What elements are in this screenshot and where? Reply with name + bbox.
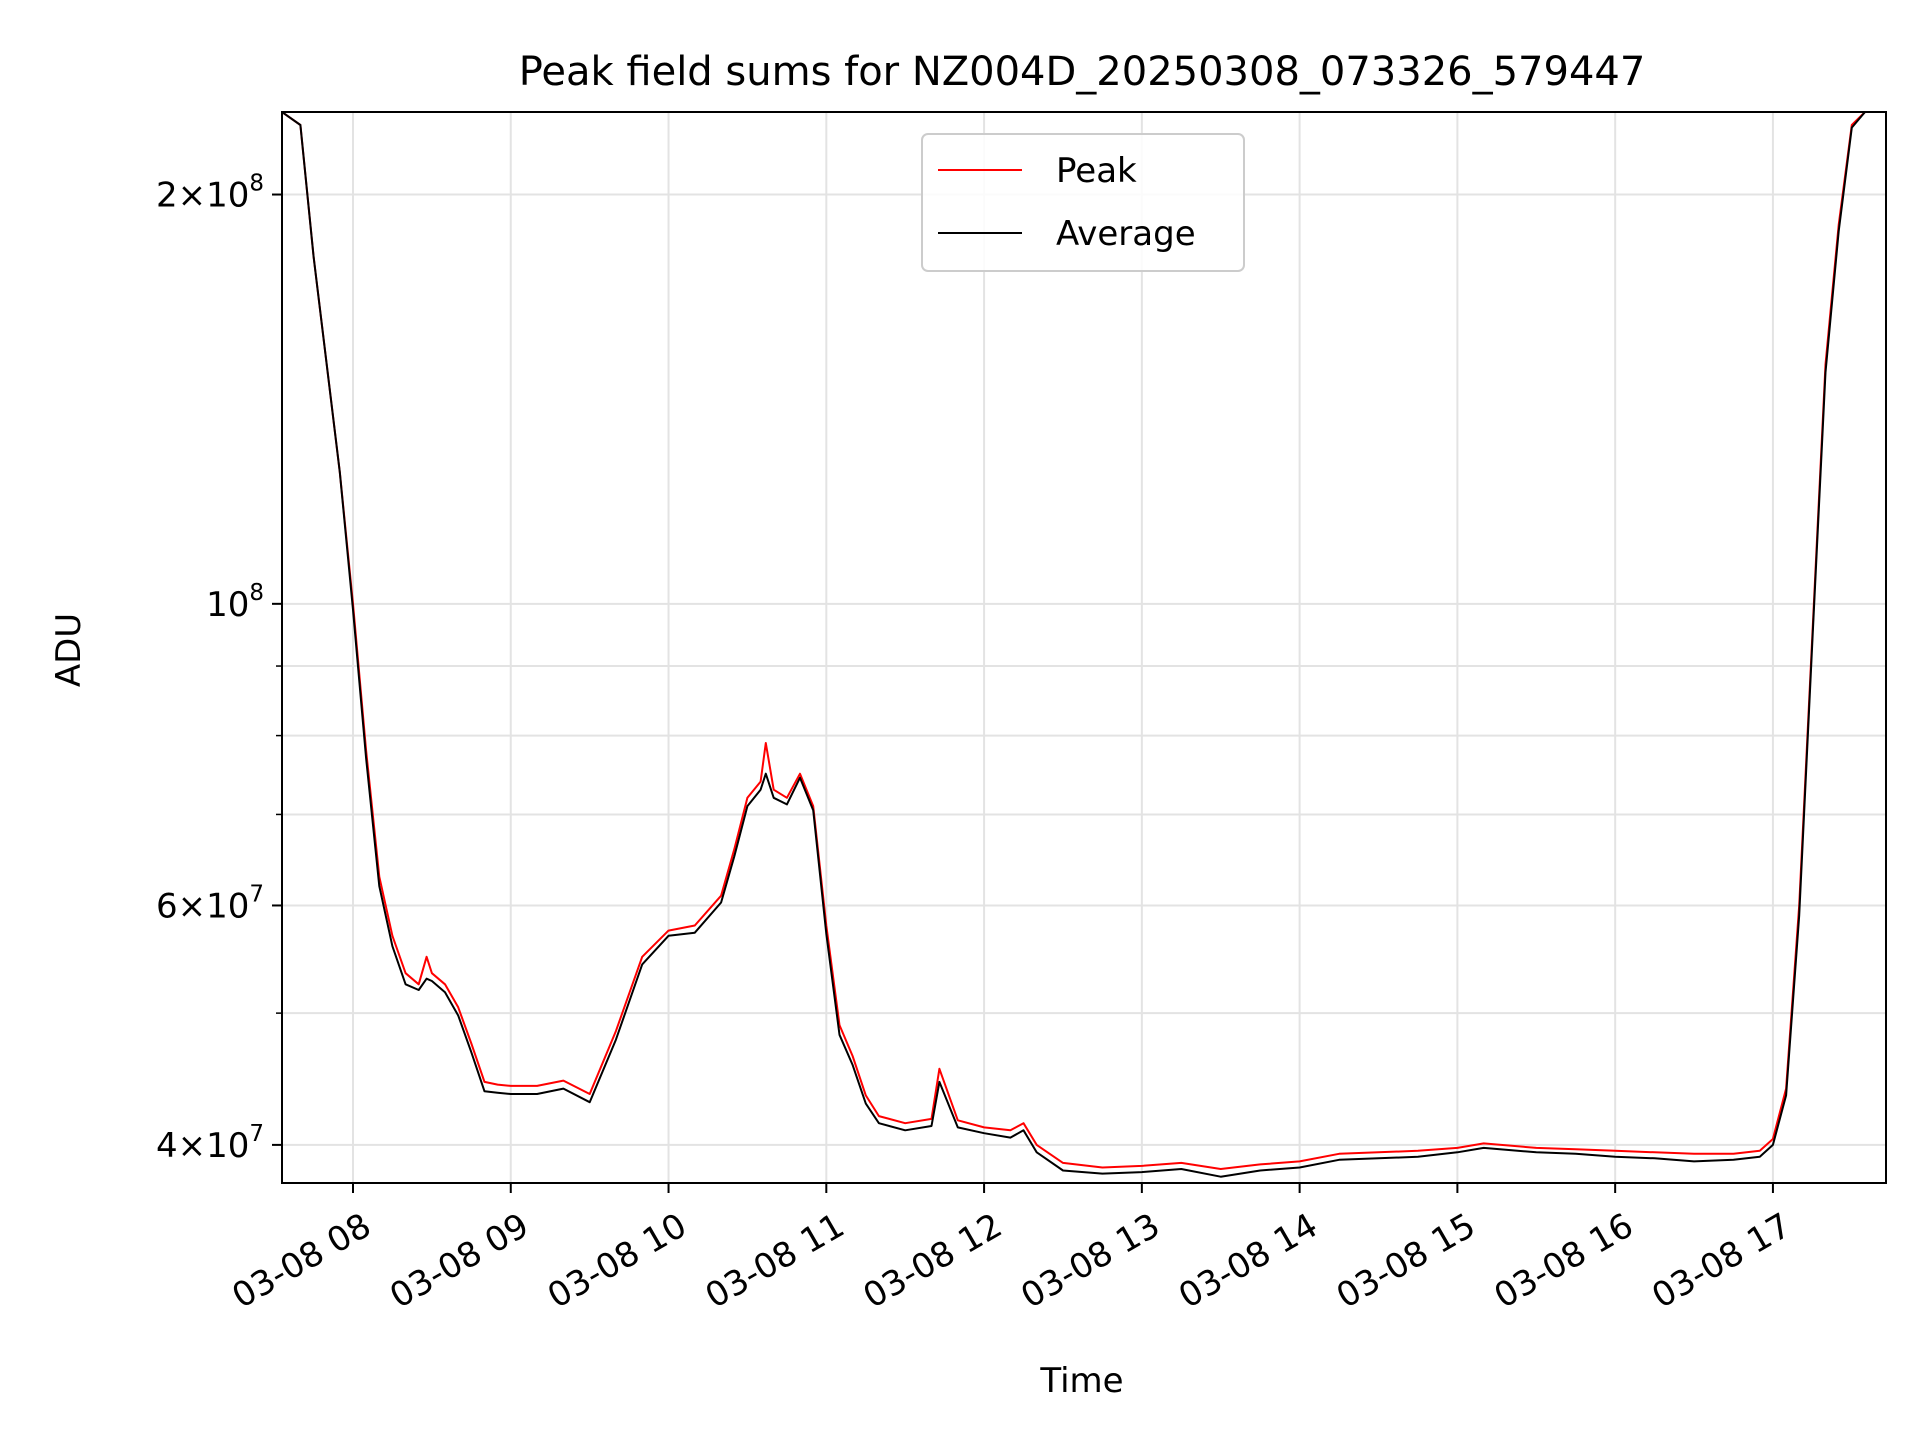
chart-title: Peak field sums for NZ004D_20250308_0733… xyxy=(519,49,1646,95)
y-tick-exponent: 8 xyxy=(249,171,264,197)
series-line-average xyxy=(282,112,1886,1178)
legend-label-average: Average xyxy=(1056,214,1196,254)
y-tick-times: × xyxy=(178,886,207,926)
legend: Peak Average xyxy=(921,133,1245,272)
y-tick-mantissa: 2 xyxy=(156,176,178,216)
y-tick-mantissa: 4 xyxy=(156,1126,178,1166)
y-tick-times: × xyxy=(178,176,207,216)
y-tick-base: 10 xyxy=(206,585,249,625)
y-tick-base: 10 xyxy=(206,1126,249,1166)
y-axis-label: ADU xyxy=(49,613,89,687)
y-tick-exponent: 7 xyxy=(249,881,264,907)
series-line-peak xyxy=(282,112,1886,1170)
legend-label-peak: Peak xyxy=(1056,151,1137,191)
y-tick-label: 2×108 xyxy=(156,171,264,216)
y-tick-label: 6×107 xyxy=(156,881,264,926)
series-layer xyxy=(282,112,1886,1178)
y-tick-exponent: 7 xyxy=(249,1121,264,1147)
legend-box xyxy=(921,133,1245,272)
y-tick-times: × xyxy=(178,1126,207,1166)
x-axis-label: Time xyxy=(1039,1361,1123,1401)
y-tick-label: 108 xyxy=(206,580,264,625)
y-tick-exponent: 8 xyxy=(249,580,264,606)
y-tick-label: 4×107 xyxy=(156,1121,264,1166)
y-tick-base: 10 xyxy=(206,176,249,216)
grid xyxy=(282,112,1886,1183)
y-tick-mantissa: 6 xyxy=(156,886,178,926)
plot-frame xyxy=(281,111,1887,1184)
y-tick-base: 10 xyxy=(206,886,249,926)
